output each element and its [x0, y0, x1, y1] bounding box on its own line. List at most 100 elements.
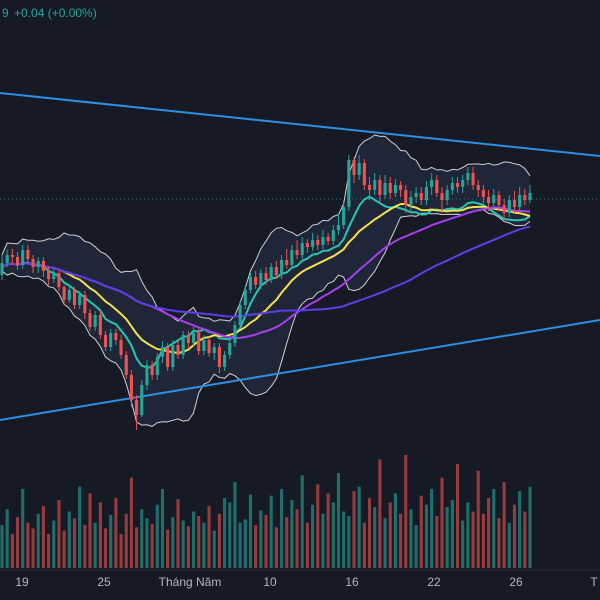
candle-body — [41, 261, 45, 271]
volume-bar — [36, 513, 40, 568]
candle-body — [109, 333, 113, 347]
candle-body — [83, 295, 87, 313]
candles — [0, 155, 532, 430]
candle-body — [435, 180, 439, 193]
volume-bar — [285, 517, 289, 568]
volume-bar — [518, 491, 522, 568]
volume-bar — [264, 514, 268, 568]
candle-body — [497, 195, 501, 205]
candle-body — [336, 225, 341, 230]
volume-bar — [223, 497, 227, 568]
volume-bar — [326, 493, 330, 568]
candle-body — [512, 200, 517, 207]
volume-bar — [109, 514, 113, 568]
volume-bar — [15, 517, 20, 568]
lower-trendline[interactable] — [0, 319, 600, 421]
candle-body — [279, 260, 284, 275]
candle-body — [176, 345, 180, 355]
volume-bar — [238, 522, 242, 568]
volume-bar — [450, 500, 454, 568]
volume-bar — [424, 504, 429, 568]
volume-bar — [430, 488, 434, 568]
volume-bar — [186, 526, 190, 568]
candle-body — [455, 183, 460, 187]
x-tick-label: 22 — [427, 575, 441, 589]
candle-body — [191, 333, 196, 343]
volume-bar — [274, 527, 278, 568]
candle-body — [72, 290, 77, 305]
candle-body — [207, 340, 211, 353]
candle-body — [129, 375, 133, 400]
volume-bar — [228, 502, 232, 568]
volume-bar — [316, 484, 320, 568]
candle-body — [466, 173, 470, 180]
candle-body — [419, 193, 423, 200]
volume-bar — [357, 486, 361, 568]
volume-bar — [26, 522, 30, 568]
x-tick-label: 10 — [263, 575, 277, 589]
candle-body — [98, 315, 102, 335]
candle-body — [166, 347, 170, 367]
volume-bar — [88, 493, 92, 568]
volume-bar — [523, 511, 527, 568]
volume-bar — [497, 518, 501, 568]
candle-body — [311, 240, 315, 247]
volume-bar — [155, 504, 159, 568]
trendlines[interactable] — [0, 92, 600, 421]
candle-body — [274, 267, 278, 275]
volume-bar — [52, 520, 56, 568]
volume-bar — [290, 500, 294, 568]
candle-body — [424, 187, 429, 200]
volume-bar — [10, 534, 14, 568]
volume-bar — [67, 511, 71, 568]
candle-body — [393, 185, 397, 193]
candle-body — [295, 250, 299, 255]
x-tick-label: Tháng Năm — [159, 575, 222, 589]
volume-bar — [160, 488, 165, 568]
candle-body — [388, 183, 392, 193]
candle-body — [67, 290, 71, 300]
candle-body — [254, 277, 258, 285]
volume-bar — [83, 525, 87, 568]
candle-body — [347, 160, 351, 207]
candle-body — [290, 250, 294, 265]
candle-body — [47, 271, 51, 279]
candle-body — [114, 333, 118, 340]
upper-trendline[interactable] — [0, 92, 600, 157]
volume-bar — [342, 511, 346, 568]
volume-bar — [435, 516, 439, 568]
candle-body — [119, 340, 123, 355]
volume-bar — [31, 528, 35, 568]
volume-bar — [269, 495, 273, 568]
candle-body — [186, 335, 190, 343]
volume-bar — [367, 497, 372, 568]
upper-band — [1, 134, 531, 322]
volume-bar — [254, 525, 258, 568]
candle-body — [145, 365, 149, 385]
candle-body — [15, 257, 20, 265]
candle-body — [0, 263, 4, 275]
volume-bar — [72, 518, 77, 568]
candle-body — [31, 259, 35, 267]
volume-bar — [388, 502, 392, 568]
candle-body — [21, 250, 25, 265]
volume-bar — [145, 518, 149, 568]
candle-body — [404, 190, 408, 205]
candle-body — [135, 400, 139, 415]
candle-body — [471, 173, 475, 185]
volume-bar — [492, 488, 496, 568]
volume-bar — [321, 513, 325, 568]
candle-body — [357, 163, 361, 175]
volume-bar — [41, 505, 45, 568]
candle-body — [217, 347, 221, 367]
candle-body — [57, 273, 61, 287]
volume-bar — [311, 504, 315, 568]
candle-body — [440, 193, 444, 200]
volume-bar — [487, 497, 491, 568]
volume-bar — [150, 523, 154, 568]
volume-bar — [129, 477, 133, 568]
volume-bar — [461, 520, 465, 568]
candle-body — [88, 313, 92, 327]
